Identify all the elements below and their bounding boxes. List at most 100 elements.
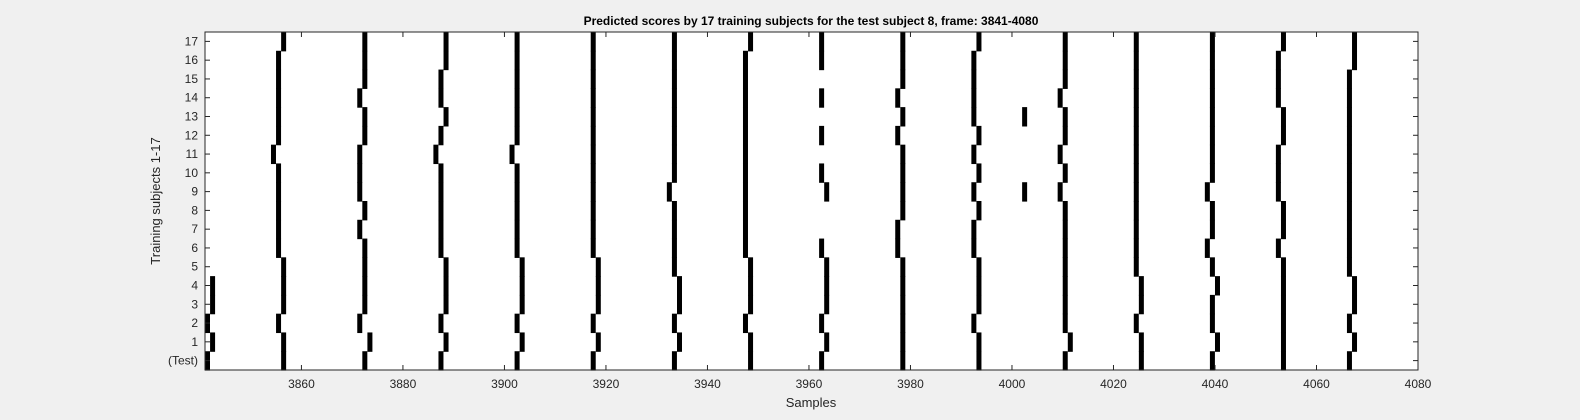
score-mark-row-15-6 (742, 69, 748, 89)
score-mark-row-3-10 (976, 294, 982, 315)
score-mark-row-1-6 (677, 332, 682, 352)
score-mark-row-17-14 (1352, 32, 1358, 52)
score-mark-row-2-8 (819, 313, 825, 334)
y-tick-label-13: 13 (185, 110, 199, 124)
y-tick-label-17: 17 (185, 34, 199, 48)
score-mark-row-2-9 (900, 313, 906, 334)
score-mark-row-16-4 (590, 50, 596, 71)
score-mark-row-3-0 (210, 294, 216, 315)
score-mark-row-10-2 (438, 163, 444, 183)
x-tick-label-3900: 3900 (491, 377, 518, 391)
score-mark-row-9-14 (1275, 182, 1281, 202)
score-mark-row-1-11 (1067, 332, 1073, 352)
score-mark-row-9-1 (357, 182, 363, 202)
score-mark-row-17-5 (671, 32, 677, 52)
score-mark-row-10-7 (819, 163, 825, 183)
score-mark-row-9-12 (1133, 182, 1139, 202)
score-mark-row-11-10 (1133, 144, 1139, 165)
y-tick-label-12: 12 (185, 128, 199, 142)
score-mark-row-2-14 (1280, 313, 1286, 334)
score-mark-row-12-4 (590, 125, 596, 146)
score-mark-row-16-6 (742, 50, 748, 71)
score-mark-row-5-14 (1346, 257, 1352, 277)
score-mark-row-4-1 (281, 276, 287, 296)
score-mark-row-14-10 (1057, 88, 1063, 108)
score-mark-row-10-4 (590, 163, 596, 183)
score-mark-row-13-3 (514, 107, 520, 127)
y-tick-label-1: 1 (191, 335, 198, 349)
score-mark-row-11-8 (971, 144, 977, 165)
score-mark-row-9-9 (971, 182, 977, 202)
score-mark-row-17-3 (514, 32, 520, 52)
score-mark-row-6-8 (895, 238, 901, 258)
score-mark-row-12-8 (895, 125, 901, 146)
y-tick-label-9: 9 (191, 185, 198, 199)
score-mark-row-8-1 (362, 201, 368, 221)
score-mark-row-11-4 (590, 144, 596, 165)
score-mark-row-1-15 (1352, 332, 1358, 352)
score-mark-row-6-9 (971, 238, 977, 258)
score-mark-row-16-0 (276, 50, 282, 71)
score-mark-row-14-4 (590, 88, 596, 108)
y-tick-label-2: 2 (191, 316, 198, 330)
score-mark-row-3-3 (443, 294, 449, 315)
score-mark-row-16-12 (1209, 50, 1215, 71)
marks-layer (205, 32, 1358, 371)
score-mark-row-1-12 (1138, 332, 1144, 352)
score-mark-row-2-10 (971, 313, 977, 334)
score-mark-row-5-12 (1209, 257, 1215, 277)
score-mark-row-12-12 (1209, 125, 1215, 146)
score-mark-row-test-12 (1138, 351, 1144, 371)
score-mark-row-15-3 (514, 69, 520, 89)
score-mark-row-5-1 (362, 257, 368, 277)
score-mark-row-2-7 (742, 313, 748, 334)
score-mark-row-15-9 (1062, 69, 1068, 89)
score-mark-row-11-12 (1275, 144, 1281, 165)
score-mark-row-test-3 (438, 351, 444, 371)
score-mark-row-11-13 (1346, 144, 1352, 165)
y-tick-label-6: 6 (191, 241, 198, 255)
score-mark-row-8-0 (276, 201, 282, 221)
score-mark-row-3-4 (519, 294, 525, 315)
plot-area (205, 32, 1418, 370)
score-mark-row-5-6 (748, 257, 754, 277)
score-mark-row-6-13 (1275, 238, 1281, 258)
score-mark-row-15-1 (362, 69, 368, 89)
score-mark-row-1-1 (281, 332, 287, 352)
score-mark-row-4-9 (900, 276, 906, 296)
score-mark-row-15-13 (1346, 69, 1352, 89)
x-tick-label-3980: 3980 (897, 377, 924, 391)
score-mark-row-9-15 (1346, 182, 1352, 202)
score-mark-row-test-8 (819, 351, 825, 371)
score-mark-row-3-11 (1062, 294, 1068, 315)
score-mark-row-4-15 (1352, 276, 1358, 296)
score-mark-row-6-12 (1204, 238, 1210, 258)
score-mark-row-1-13 (1214, 332, 1220, 352)
score-mark-row-3-12 (1138, 294, 1144, 315)
score-mark-row-2-13 (1209, 313, 1215, 334)
score-mark-row-6-1 (362, 238, 368, 258)
x-axis-label: Samples (786, 395, 837, 410)
y-tick-label-10: 10 (185, 166, 199, 180)
y-axis-label: Training subjects 1-17 (148, 137, 163, 264)
score-mark-row-6-2 (438, 238, 444, 258)
score-mark-row-12-14 (1346, 125, 1352, 146)
y-tick-label-14: 14 (185, 91, 199, 105)
score-mark-row-test-1 (281, 351, 287, 371)
score-mark-row-11-11 (1209, 144, 1215, 165)
plot-frame (204, 31, 1419, 371)
score-mark-row-7-11 (1209, 219, 1215, 240)
score-mark-row-test-11 (1062, 351, 1068, 371)
score-mark-row-7-2 (438, 219, 444, 240)
score-mark-row-13-2 (443, 107, 449, 127)
score-mark-row-8-6 (742, 201, 748, 221)
score-mark-row-11-0 (270, 144, 276, 165)
x-tick-label-3940: 3940 (694, 377, 721, 391)
score-mark-row-3-15 (1352, 294, 1358, 315)
score-mark-row-7-5 (671, 219, 677, 240)
x-tick-label-3920: 3920 (593, 377, 620, 391)
score-mark-row-3-9 (900, 294, 906, 315)
score-mark-row-17-7 (819, 32, 825, 52)
score-mark-row-9-5 (666, 182, 672, 202)
score-mark-row-17-2 (443, 32, 449, 52)
